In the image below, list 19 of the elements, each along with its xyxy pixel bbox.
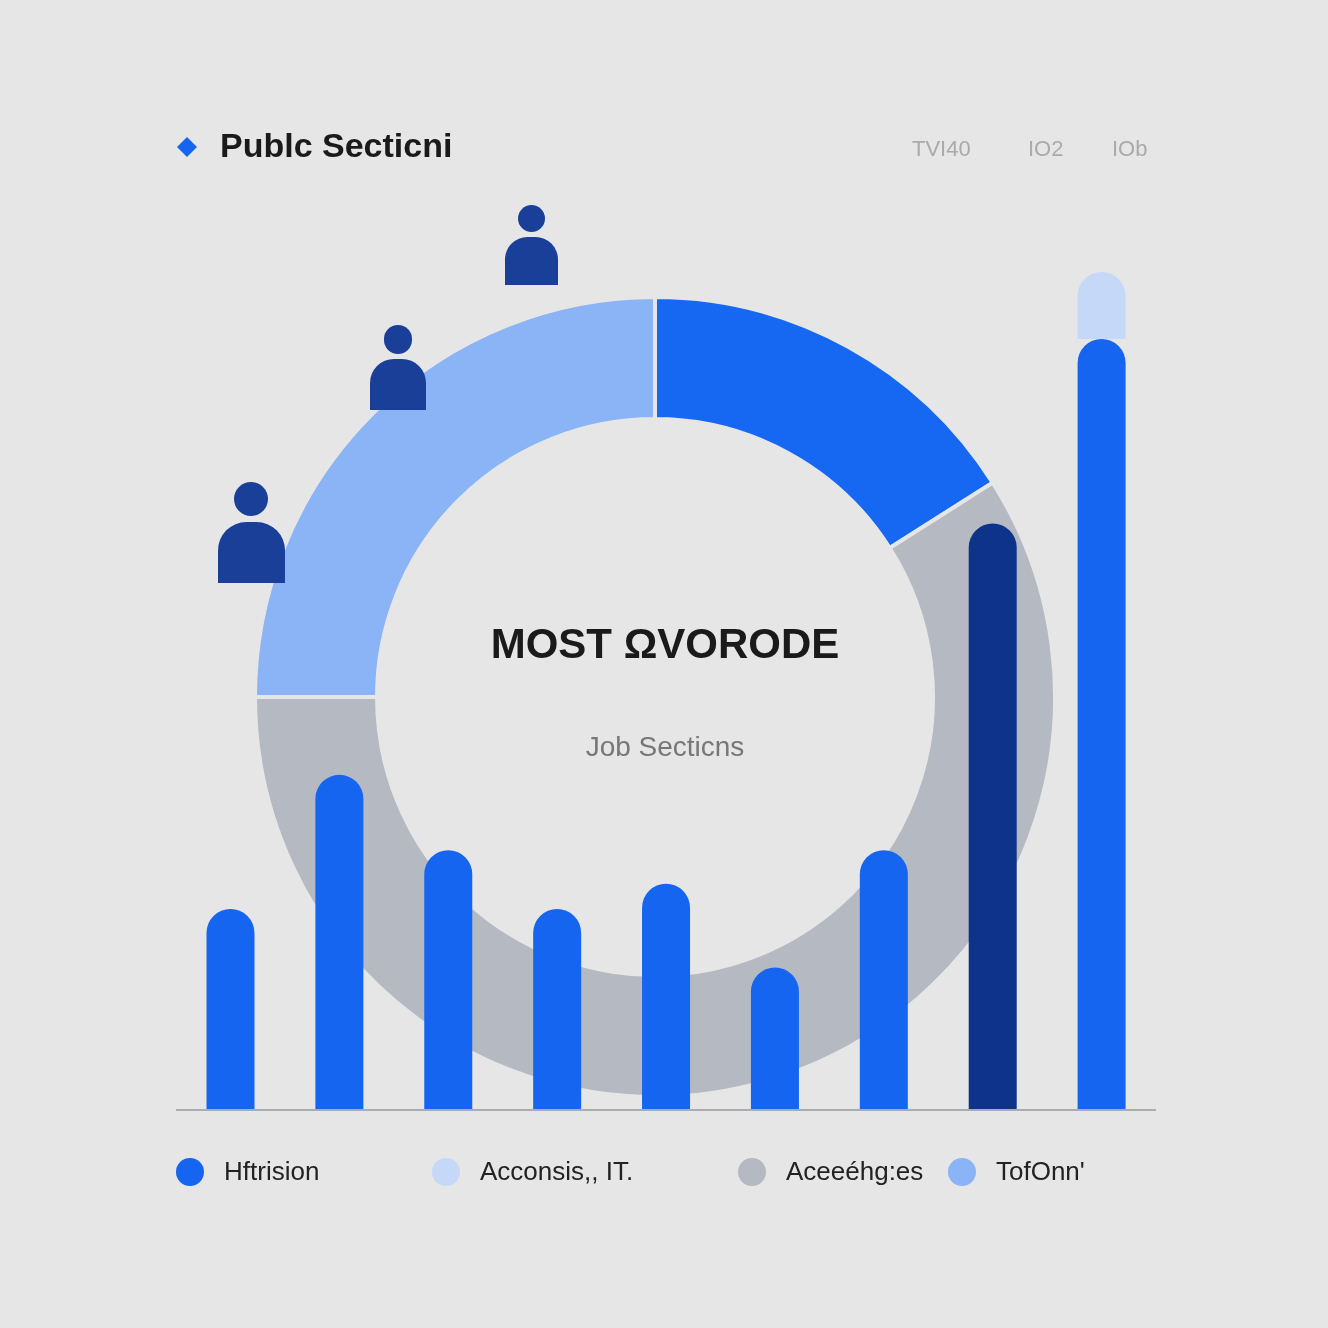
bar <box>1077 339 1126 1110</box>
bar <box>315 774 364 1110</box>
legend-label: TofOnn' <box>996 1156 1085 1187</box>
chart-title: Publc Secticni <box>220 126 453 165</box>
text: IO2 <box>1028 136 1064 162</box>
text: Job Secticns <box>585 731 745 762</box>
text: TVI40 <box>912 136 971 162</box>
bar <box>859 850 908 1110</box>
legend-label: Hftrision <box>224 1156 320 1187</box>
legend-label: Acconsis,, IT. <box>480 1156 634 1187</box>
bar <box>533 908 582 1110</box>
bar <box>206 908 255 1110</box>
text: MOST ΩVORODE <box>490 620 840 667</box>
bar <box>750 967 799 1110</box>
legend-label: Aceeéhg:es <box>786 1156 924 1187</box>
bar <box>642 883 691 1110</box>
text: IOb <box>1112 136 1148 162</box>
bar <box>968 523 1017 1110</box>
bar <box>424 850 473 1110</box>
